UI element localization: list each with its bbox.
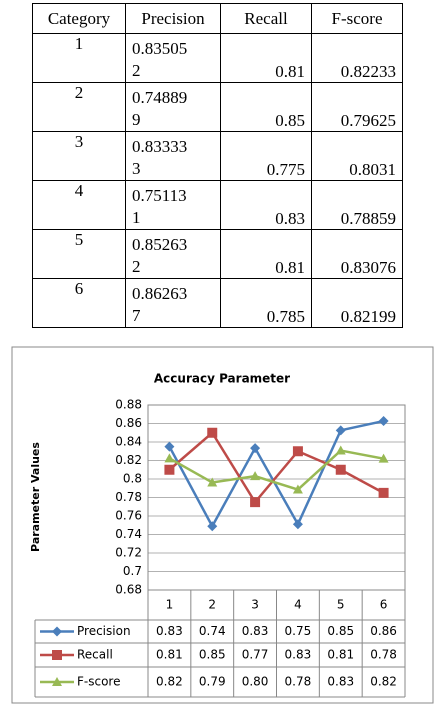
data-point — [164, 464, 175, 475]
row: 5 0.852632 0.81 0.83076 — [32, 229, 403, 279]
y-tick-label: 0.82 — [115, 453, 142, 467]
data-point — [292, 519, 303, 530]
legend-marker — [52, 650, 62, 660]
y-tick-label: 0.76 — [115, 509, 142, 523]
value-label: 0.85 — [327, 624, 354, 638]
y-tick-label: 0.68 — [115, 583, 142, 597]
cell: 0.82233 — [311, 33, 403, 83]
y-tick-label: 0.74 — [115, 527, 142, 541]
y-tick-label: 0.84 — [115, 435, 142, 449]
data-point — [207, 427, 218, 438]
cell: 0.83 — [220, 180, 312, 230]
legend-label: F-score — [77, 675, 120, 689]
x-tick-label: 5 — [337, 598, 345, 612]
data-point — [335, 445, 346, 455]
value-label: 0.78 — [370, 648, 397, 662]
row: 6 0.862637 0.785 0.82199 — [32, 278, 403, 328]
legend-label: Recall — [77, 648, 113, 662]
row: 3 0.833333 0.775 0.8031 — [32, 131, 403, 181]
data-point — [292, 446, 303, 457]
data-point — [378, 416, 389, 427]
y-tick-label: 0.88 — [115, 398, 142, 412]
cell: 0.775 — [220, 131, 312, 181]
value-label: 0.82 — [156, 675, 183, 689]
cell: 0.85 — [220, 82, 312, 132]
x-tick-label: 4 — [294, 598, 302, 612]
value-label: 0.83 — [156, 624, 183, 638]
cell: 0.785 — [220, 278, 312, 328]
x-tick-label: 6 — [380, 598, 388, 612]
y-tick-label: 0.86 — [115, 416, 142, 430]
data-point — [335, 425, 346, 436]
x-tick-label: 1 — [166, 598, 174, 612]
chart-title: Accuracy Parameter — [154, 372, 290, 386]
data-point — [207, 521, 218, 532]
value-label: 0.79 — [199, 675, 226, 689]
value-label: 0.75 — [285, 624, 312, 638]
data-point — [250, 471, 261, 481]
row: 2 0.748899 0.85 0.79625 — [32, 82, 403, 132]
value-label: 0.80 — [242, 675, 269, 689]
series-line — [168, 449, 384, 491]
cell: 0.852632 — [125, 229, 221, 279]
chart-frame — [11, 346, 434, 704]
cell: 0.81 — [220, 229, 312, 279]
value-label: 0.81 — [327, 648, 354, 662]
cell: 4 — [32, 180, 126, 230]
value-label: 0.83 — [327, 675, 354, 689]
cell: 0.8031 — [311, 131, 403, 181]
data-point — [378, 487, 389, 498]
value-label: 0.74 — [199, 624, 226, 638]
cell: 3 — [32, 131, 126, 181]
cell: 0.748899 — [125, 82, 221, 132]
value-label: 0.83 — [242, 624, 269, 638]
data-table: Category Precision Recall F-score 1 0.835052 0… — [32, 3, 403, 328]
value-label: 0.85 — [199, 648, 226, 662]
data-point — [207, 477, 218, 487]
value-label: 0.86 — [370, 624, 397, 638]
legend-marker — [52, 677, 62, 686]
cell: 5 — [32, 229, 126, 279]
value-label: 0.82 — [370, 675, 397, 689]
y-tick-label: 0.8 — [123, 472, 142, 486]
y-tick-label: 0.78 — [115, 490, 142, 504]
x-tick-label: 3 — [251, 598, 259, 612]
cell: 0.751131 — [125, 180, 221, 230]
data-point — [292, 484, 303, 494]
value-label: 0.77 — [242, 648, 269, 662]
value-label: 0.81 — [156, 648, 183, 662]
row: 4 0.751131 0.83 0.78859 — [32, 180, 403, 230]
data-point — [164, 441, 175, 452]
cell: 0.82199 — [311, 278, 403, 328]
data-point — [250, 443, 261, 454]
y-tick-label: 0.7 — [123, 564, 142, 578]
data-point — [378, 453, 389, 463]
series-line — [168, 430, 385, 505]
data-point — [164, 453, 175, 463]
data-point — [250, 497, 261, 508]
header-cell: Category — [32, 3, 126, 34]
header-cell: F-score — [311, 3, 403, 34]
cell: 0.835052 — [125, 33, 221, 83]
value-label: 0.78 — [285, 675, 312, 689]
cell: 0.78859 — [311, 180, 403, 230]
legend-label: Precision — [77, 624, 131, 638]
series-line — [168, 419, 384, 529]
cell: 6 — [32, 278, 126, 328]
header-cell: Precision — [125, 3, 221, 34]
value-label: 0.83 — [285, 648, 312, 662]
y-tick-label: 0.72 — [115, 546, 142, 560]
cell: 0.833333 — [125, 131, 221, 181]
header-row: Category Precision Recall F-score — [32, 3, 403, 34]
cell: 0.862637 — [125, 278, 221, 328]
legend-marker — [52, 626, 62, 637]
y-axis-label: Parameter Values — [29, 442, 42, 552]
data-point — [335, 464, 346, 475]
x-tick-label: 2 — [208, 598, 216, 612]
cell: 0.81 — [220, 33, 312, 83]
row: 1 0.835052 0.81 0.82233 — [32, 33, 403, 83]
